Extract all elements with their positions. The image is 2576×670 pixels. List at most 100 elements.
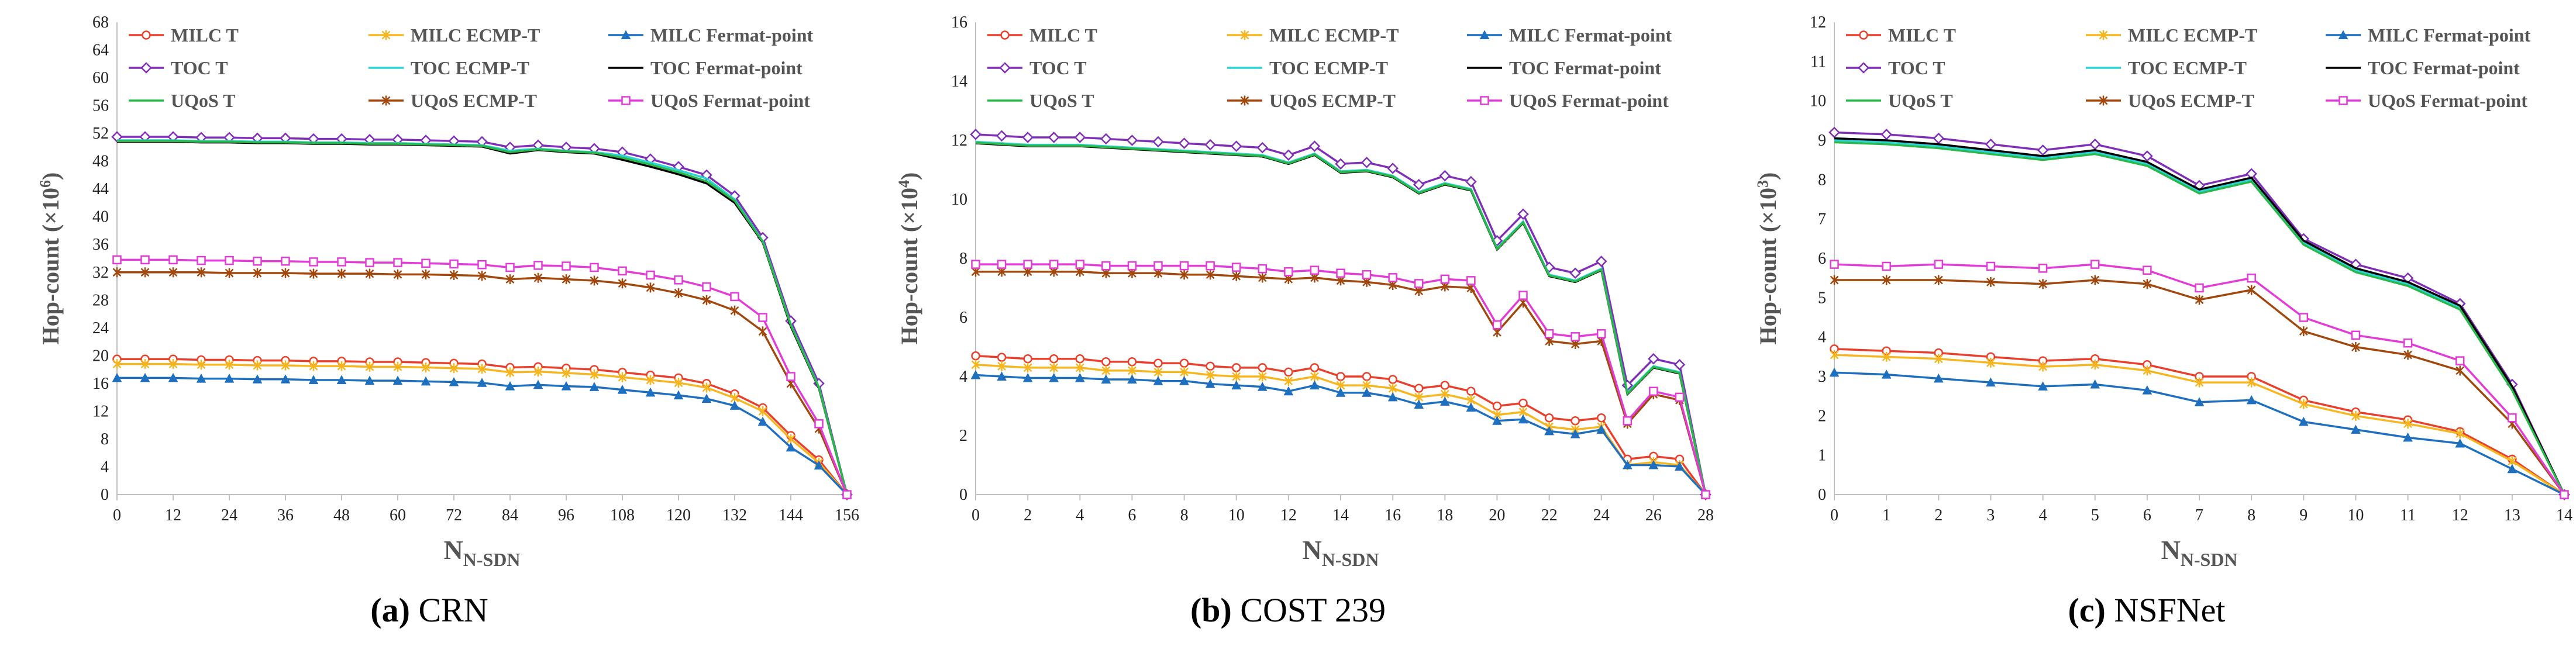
y-tick-label: 14 xyxy=(951,72,967,91)
legend-milc-fermat-point-point xyxy=(1479,30,1490,39)
legend-uqos-ecmp-t-point xyxy=(1240,95,1249,106)
caption-label: (b) xyxy=(1190,591,1232,629)
uqos-fermat-point-point xyxy=(1414,279,1424,288)
uqos-fermat-point-point xyxy=(1362,270,1372,279)
series-uqos-t xyxy=(975,141,1707,495)
series-uqos-fermat-point xyxy=(1830,260,2569,499)
series-toc-t xyxy=(970,129,1711,500)
uqos-fermat-point-point xyxy=(1492,320,1502,330)
milc-ecmp-t-point xyxy=(1258,371,1267,382)
series-milc-ecmp-t xyxy=(112,359,852,500)
x-tick-label: 20 xyxy=(1489,506,1505,524)
milc-ecmp-t-point xyxy=(1830,350,1839,360)
legend-item-toc-ecmp-t: TOC ECMP-T xyxy=(2086,57,2247,78)
caption-crn: (a) CRN xyxy=(0,590,859,630)
milc-ecmp-t-point xyxy=(646,375,655,385)
milc-fermat-point-point xyxy=(1570,429,1580,438)
uqos-fermat-point-point xyxy=(1023,260,1032,269)
uqos-fermat-point-point xyxy=(1231,263,1241,272)
legend-item-toc-ecmp-t: TOC ECMP-T xyxy=(369,57,529,78)
legend-label: UQoS ECMP-T xyxy=(1269,90,1396,111)
uqos-fermat-point-point xyxy=(1179,261,1189,271)
milc-ecmp-t-point xyxy=(449,363,459,374)
caption-cost239: (b) COST 239 xyxy=(859,590,1717,630)
y-tick-label: 8 xyxy=(959,250,967,268)
uqos-fermat-point-point xyxy=(1649,386,1658,396)
milc-ecmp-t-point xyxy=(674,378,683,388)
uqos-fermat-point-point xyxy=(730,292,739,302)
series-uqos-fermat-point xyxy=(112,255,852,499)
uqos-fermat-point-point xyxy=(1284,267,1293,277)
milc-ecmp-t-point xyxy=(786,434,795,444)
milc-fermat-point-point xyxy=(392,375,403,385)
legend-label: TOC T xyxy=(1029,57,1087,78)
milc-fermat-point-point xyxy=(786,442,796,452)
y-tick-label: 4 xyxy=(101,458,109,476)
uqos-ecmp-t-point xyxy=(309,268,318,279)
milc-fermat-point-point xyxy=(589,382,600,391)
series-line-toc-t xyxy=(117,136,848,495)
milc-t-point xyxy=(1258,363,1268,372)
milc-fermat-point-point xyxy=(814,460,824,470)
legend-item-uqos-fermat-point: UQoS Fermat-point xyxy=(608,90,810,111)
legend-toc-t-point xyxy=(140,62,152,74)
y-tick-label: 0 xyxy=(101,486,109,504)
uqos-ecmp-t-point xyxy=(2143,279,2152,289)
series-line-toc-t xyxy=(975,133,1707,495)
y-tick-label: 3 xyxy=(1818,368,1826,386)
x-tick-label: 9 xyxy=(2299,506,2308,524)
milc-fermat-point-point xyxy=(280,374,291,384)
legend-label: TOC Fermat-point xyxy=(650,57,803,78)
toc-t-point xyxy=(1673,359,1686,371)
series-line-toc-ecmp-t xyxy=(1834,139,2565,495)
uqos-fermat-point-point xyxy=(1206,261,1215,271)
series-toc-ecmp-t xyxy=(1834,139,2565,495)
y-tick-label: 2 xyxy=(959,427,967,445)
toc-t-point xyxy=(1361,157,1373,168)
uqos-ecmp-t-point xyxy=(168,267,178,278)
legend-milc-ecmp-t-point xyxy=(381,30,391,40)
x-tick-label: 3 xyxy=(1986,506,1995,524)
y-tick-label: 32 xyxy=(92,264,109,282)
uqos-fermat-point-point xyxy=(533,261,543,270)
series-line-uqos-t xyxy=(975,141,1707,495)
milc-fermat-point-point xyxy=(2142,385,2153,395)
x-tick-label: 108 xyxy=(610,506,635,524)
uqos-fermat-point-point xyxy=(1310,265,1320,275)
x-tick-label: 10 xyxy=(2347,506,2364,524)
milc-fermat-point-point xyxy=(673,390,684,400)
uqos-fermat-point-point xyxy=(1571,332,1580,341)
x-tick-label: 13 xyxy=(2504,506,2520,524)
legend-item-toc-t: TOC T xyxy=(987,57,1087,78)
milc-t-point xyxy=(1362,372,1372,381)
series-milc-fermat-point xyxy=(1829,367,2570,499)
x-tick-label: 2 xyxy=(1024,506,1032,524)
milc-t-point xyxy=(1023,354,1032,364)
milc-ecmp-t-point xyxy=(702,382,711,393)
series-toc-fermat-point xyxy=(975,142,1707,495)
milc-fermat-point-point xyxy=(2298,416,2309,426)
legend-label: MILC T xyxy=(1029,25,1097,46)
uqos-fermat-point-point xyxy=(1388,273,1397,282)
milc-t-point xyxy=(1544,413,1554,423)
legend-item-milc-ecmp-t: MILC ECMP-T xyxy=(1227,25,1399,46)
uqos-ecmp-t-point xyxy=(225,268,234,278)
uqos-fermat-point-point xyxy=(2508,413,2517,423)
milc-fermat-point-point xyxy=(1829,367,1840,377)
milc-fermat-point-point xyxy=(757,416,768,426)
milc-t-point xyxy=(997,353,1007,362)
y-tick-label: 11 xyxy=(1810,53,1826,71)
uqos-fermat-point-point xyxy=(758,313,767,322)
series-line-toc-fermat-point xyxy=(975,142,1707,495)
milc-fermat-point-point xyxy=(196,374,206,383)
uqos-ecmp-t-point xyxy=(2456,365,2465,376)
x-axis-label: NN-SDN xyxy=(443,535,520,570)
milc-fermat-point-point xyxy=(2090,379,2100,389)
legend-label: TOC T xyxy=(171,57,228,78)
y-tick-label: 60 xyxy=(92,69,109,87)
legend-toc-t-point xyxy=(999,62,1011,74)
uqos-fermat-point-point xyxy=(1258,264,1268,274)
uqos-fermat-point-point xyxy=(971,260,980,269)
toc-t-point xyxy=(1517,208,1529,220)
